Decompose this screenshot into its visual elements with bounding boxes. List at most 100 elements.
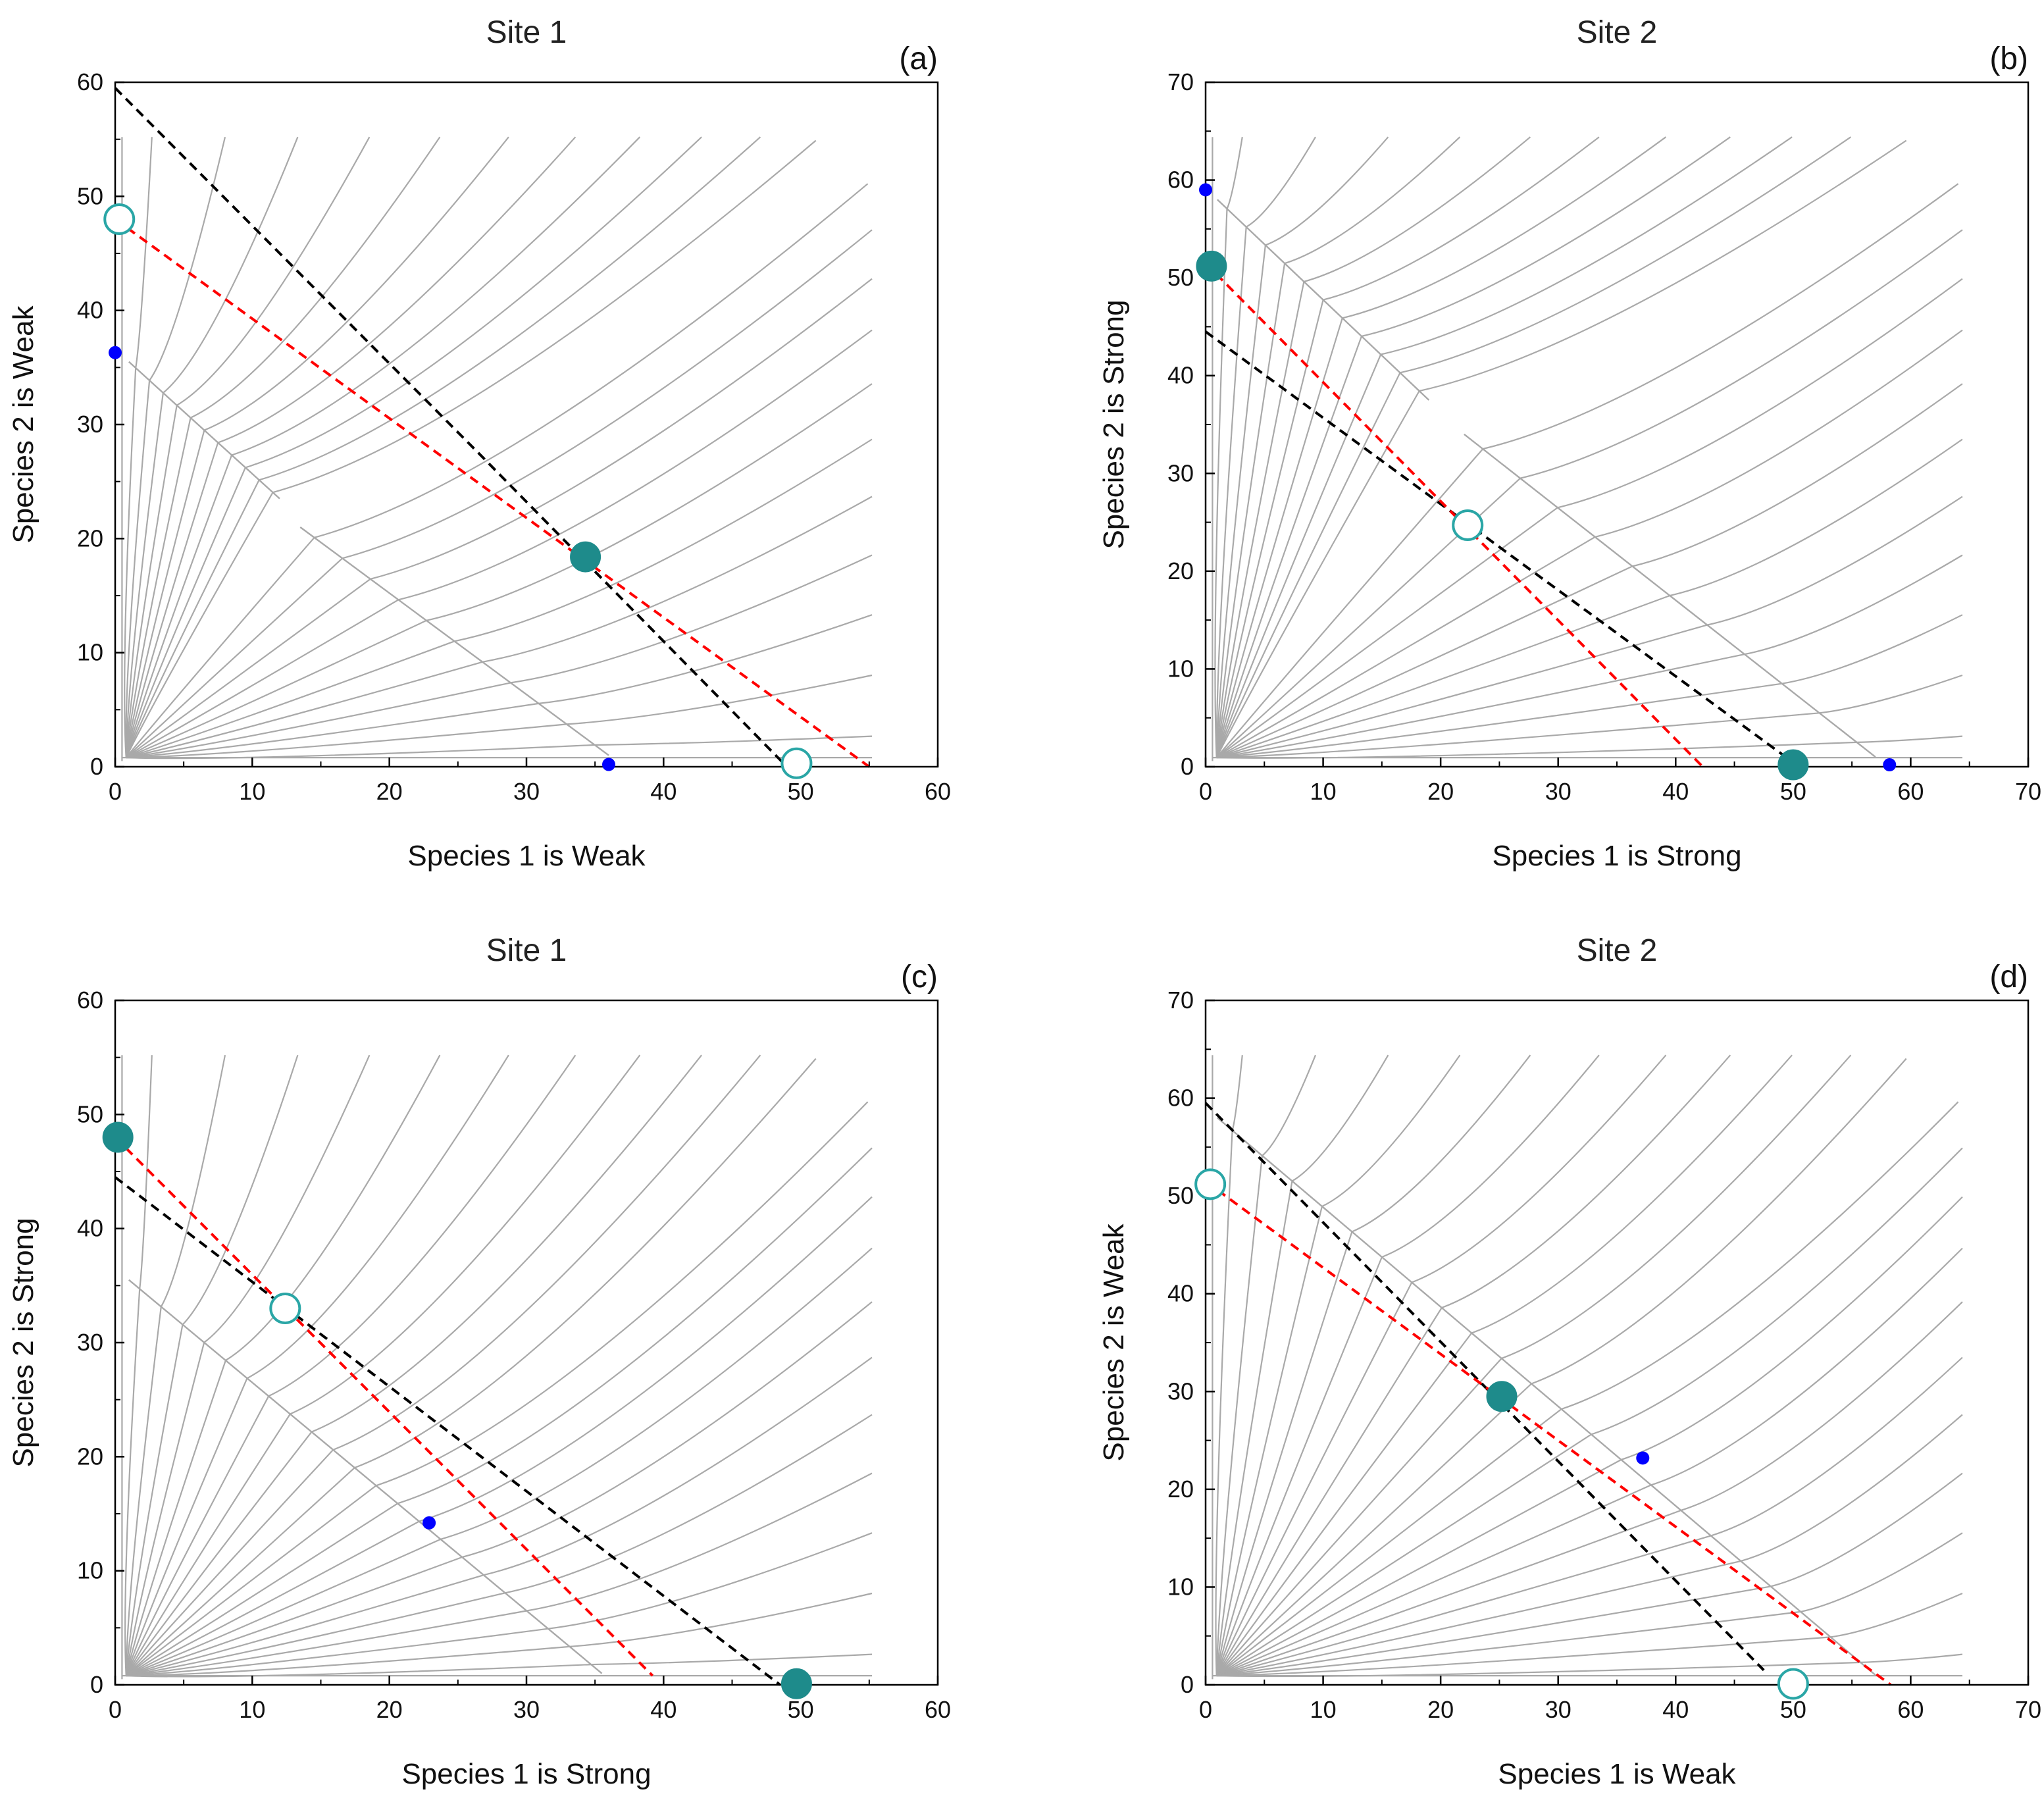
panel-d-trajectory-outer [1531, 1058, 1907, 1385]
panel-b-x-tick-label: 20 [1427, 778, 1454, 805]
panel-b-trajectory-outer [1304, 136, 1531, 282]
panel-d-trajectory-inner [1216, 1636, 1831, 1677]
panel-b-trajectory-outer [1323, 136, 1600, 301]
panel-c-trajectory-inner [125, 1413, 291, 1676]
panel-c-trajectory-inner [125, 1324, 184, 1676]
panel-a-unstable-point [780, 747, 813, 779]
panel-c-trajectory-inner [126, 1556, 463, 1677]
panel-b-x-tick-label: 30 [1545, 778, 1571, 805]
panel-b-red-dashed-line [1204, 262, 1704, 768]
panel-c-y-tick-label: 20 [77, 1443, 103, 1470]
panel-a-trajectory-inner [126, 682, 511, 759]
panel-c-trajectory-inner [125, 1449, 334, 1676]
panel-a-y-tick-label: 60 [77, 68, 103, 95]
panel-b-trajectory-outer [1226, 137, 1243, 209]
panel-d-trajectory-outer [1411, 1054, 1667, 1283]
panel-b-trajectory-inner [1216, 507, 1558, 758]
panel-a-trajectory-inner [125, 557, 343, 758]
panel-c-plot: 0 10 20 30 40 50 60 0 10 20 30 40 50 60 [77, 987, 951, 1723]
panel-a-trajectory-outer [454, 438, 873, 642]
panel-c-x-tick-label: 50 [788, 1696, 814, 1723]
panel-c-trajectory-inner [125, 1342, 205, 1676]
panel-d-x-tick-label: 40 [1662, 1696, 1689, 1723]
panel-b-stable-point [1777, 749, 1809, 781]
panel-b-trajectory-outer [1520, 229, 1963, 479]
panel-c-trajectory-inner [125, 1377, 248, 1676]
panel-b-y-tick-label: 0 [1181, 753, 1194, 780]
panel-c-x-tick-label: 60 [925, 1696, 951, 1723]
panel-b-trajectory-inner [1215, 372, 1401, 758]
panel-c-trajectory-outer [376, 1101, 869, 1487]
panel-a-trajectories [121, 136, 873, 761]
panel-b-trajectory-outer [1380, 136, 1793, 355]
panel-b-separatrix [1217, 199, 1430, 401]
panel-b-x-tick-label: 40 [1662, 778, 1689, 805]
panel-c-trajectory-inner [125, 1306, 162, 1676]
panel-a-trajectory-outer [217, 136, 576, 444]
panel-a-trajectory-outer [163, 136, 299, 394]
panel-c-trajectory-outer [332, 1054, 761, 1451]
panel-c-x-tick-label: 20 [376, 1696, 403, 1723]
panel-d-trajectory-inner [1215, 1281, 1413, 1676]
panel-c-x-tick-label: 10 [239, 1696, 265, 1723]
panel-b-trajectory-outer [1265, 136, 1389, 246]
panel-a-trajectory-inner [126, 578, 371, 758]
panel-c-trajectory-outer [290, 1054, 641, 1415]
panel-c-y-tick-label: 0 [90, 1671, 103, 1698]
panel-d-trajectory-outer [1471, 1054, 1793, 1334]
panel-b-y-tick-label: 30 [1167, 459, 1194, 486]
panel-a-saddle-point [602, 758, 615, 771]
panel-c-trajectory-inner [124, 1289, 141, 1676]
panel-c-trajectory-outer [419, 1196, 873, 1522]
panel-d-stable-point [1486, 1381, 1518, 1412]
panel-a-trajectory-inner [126, 744, 595, 759]
panel-c-trajectory-outer [182, 1054, 299, 1326]
panel-a-x-tick-label: 0 [109, 778, 122, 805]
panel-a-trajectory-inner [125, 537, 315, 758]
panel-d-trajectory-inner [1216, 1560, 1741, 1677]
panel-a-trajectory-inner [126, 640, 455, 759]
panel-a-black-dashed-line [114, 87, 788, 768]
panel-a-trajectory-inner [124, 368, 137, 758]
panel-a-title: Site 1 [486, 15, 567, 50]
panel-d-x-tick-label: 20 [1427, 1696, 1454, 1723]
panel-c-trajectory-outer [548, 1532, 873, 1630]
panel-b-trajectory-inner [1216, 654, 1745, 759]
panel-a-saddle-point [109, 346, 122, 359]
panel-c-x-tick-label: 30 [513, 1696, 540, 1723]
panel-d-trajectory-inner [1215, 1130, 1233, 1676]
panel-d-trajectory-outer [1681, 1301, 1963, 1511]
panel-c-trajectory-outer [591, 1653, 873, 1666]
panel-b-trajectory-outer [1419, 140, 1907, 392]
panel-b-y-axis-label: Species 2 is Strong [1098, 299, 1130, 549]
panel-b-saddle-point [1883, 758, 1897, 772]
panel-c-black-dashed-line [114, 1176, 781, 1686]
panel-d-y-tick-label: 20 [1167, 1476, 1194, 1503]
panel-b-y-tick-label: 20 [1167, 557, 1194, 584]
panel-b-x-tick-label: 10 [1310, 778, 1337, 805]
panel-c-trajectory-outer [354, 1058, 817, 1469]
panel-d: Site 2 (d) 0 10 20 30 40 50 60 70 0 10 20 30 40 50 60 7… [1098, 933, 2041, 1790]
panel-d-y-tick-label: 50 [1167, 1182, 1194, 1209]
panel-a-plot: 0 10 20 30 40 50 60 0 10 20 30 40 50 60 [77, 68, 951, 805]
panel-a-trajectory-inner [126, 619, 427, 759]
panel-c-red-dashed-line [114, 1136, 654, 1677]
panel-b-trajectory-inner [1215, 281, 1305, 758]
panel-a-x-tick-label: 30 [513, 778, 540, 805]
panel-c-x-axis-label: Species 1 is Strong [401, 1758, 651, 1790]
panel-a-trajectory-inner [125, 479, 260, 758]
panel-c-title: Site 1 [486, 933, 567, 968]
panel-a-x-tick-label: 40 [650, 778, 677, 805]
panel-a-trajectory-outer [398, 329, 873, 601]
panel-b-trajectory-outer [1284, 136, 1461, 265]
panel-b-y-tick-label: 60 [1167, 167, 1194, 193]
panel-b-black-dashed-line [1204, 330, 1800, 768]
panel-a-trajectory-inner [125, 442, 219, 758]
panel-c-trajectory-outer [311, 1054, 702, 1433]
panel-d-trajectory-outer [1351, 1054, 1531, 1233]
panel-d-trajectory-outer [1262, 1054, 1317, 1156]
panel-a-unstable-point [103, 203, 136, 235]
panel-a-y-axis-label: Species 2 is Weak [7, 305, 39, 543]
panel-d-trajectory-outer [1830, 1592, 1963, 1638]
